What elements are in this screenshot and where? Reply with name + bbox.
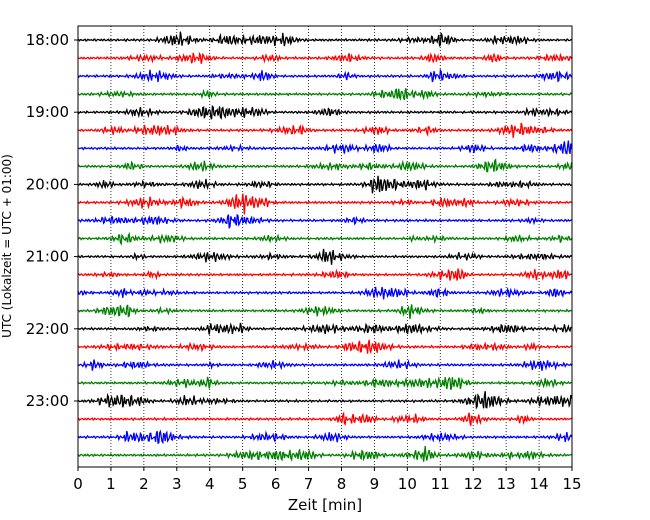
y-tick-label: 23:00	[26, 392, 69, 410]
y-axis-label: UTC (Lokalzeit = UTC + 01:00)	[0, 154, 14, 338]
trace-line	[77, 445, 572, 462]
trace-line	[77, 122, 573, 138]
y-tick-label: 19:00	[26, 103, 69, 121]
trace-line	[77, 231, 573, 246]
trace-line	[77, 411, 572, 426]
trace-line	[77, 339, 572, 355]
y-tick-label: 22:00	[26, 320, 69, 338]
trace-line	[77, 248, 573, 265]
trace-line	[77, 105, 573, 120]
x-tick-label: 7	[304, 475, 314, 493]
x-tick-label: 11	[431, 475, 450, 493]
x-tick-label: 13	[497, 475, 516, 493]
x-tick-label: 2	[139, 475, 149, 493]
trace-line	[77, 51, 573, 64]
y-tick-label: 20:00	[26, 175, 69, 193]
trace-line	[77, 193, 573, 215]
x-tick-label: 15	[562, 475, 581, 493]
x-tick-label: 8	[337, 475, 347, 493]
trace-line	[77, 175, 572, 194]
plot-frame	[77, 25, 573, 468]
trace-line	[77, 286, 573, 300]
trace-line	[77, 304, 572, 320]
x-tick-label: 10	[398, 475, 417, 493]
trace-line	[77, 359, 573, 371]
x-tick-label: 0	[73, 475, 83, 493]
y-tick-label: 18:00	[26, 31, 69, 49]
y-axis: 18:00 19:00 20:00 21:00 22:00 23:00	[26, 31, 78, 410]
x-tick-label: 1	[106, 475, 116, 493]
x-tick-label: 6	[271, 475, 281, 493]
trace-line	[77, 429, 573, 445]
x-tick-label: 12	[464, 475, 483, 493]
trace-line	[77, 391, 573, 410]
trace-line	[77, 213, 572, 229]
x-tick-label: 4	[205, 475, 215, 493]
x-tick-label: 3	[172, 475, 182, 493]
x-tick-label: 5	[238, 475, 248, 493]
trace-line	[77, 88, 573, 101]
trace-line	[77, 158, 573, 173]
x-axis: 0 1 2 3 4 5 6 7 8 9 10 11 12 13 14 15	[73, 467, 582, 493]
trace-line	[77, 68, 573, 83]
trace-line	[77, 376, 572, 391]
x-tick-label: 14	[530, 475, 549, 493]
trace-line	[77, 322, 572, 336]
x-tick-label: 9	[370, 475, 380, 493]
trace-line	[77, 140, 573, 155]
seismic-traces	[77, 31, 573, 462]
trace-line	[77, 31, 572, 47]
y-tick-label: 21:00	[26, 248, 69, 266]
trace-line	[77, 268, 572, 281]
x-axis-label: Zeit [min]	[288, 496, 362, 514]
